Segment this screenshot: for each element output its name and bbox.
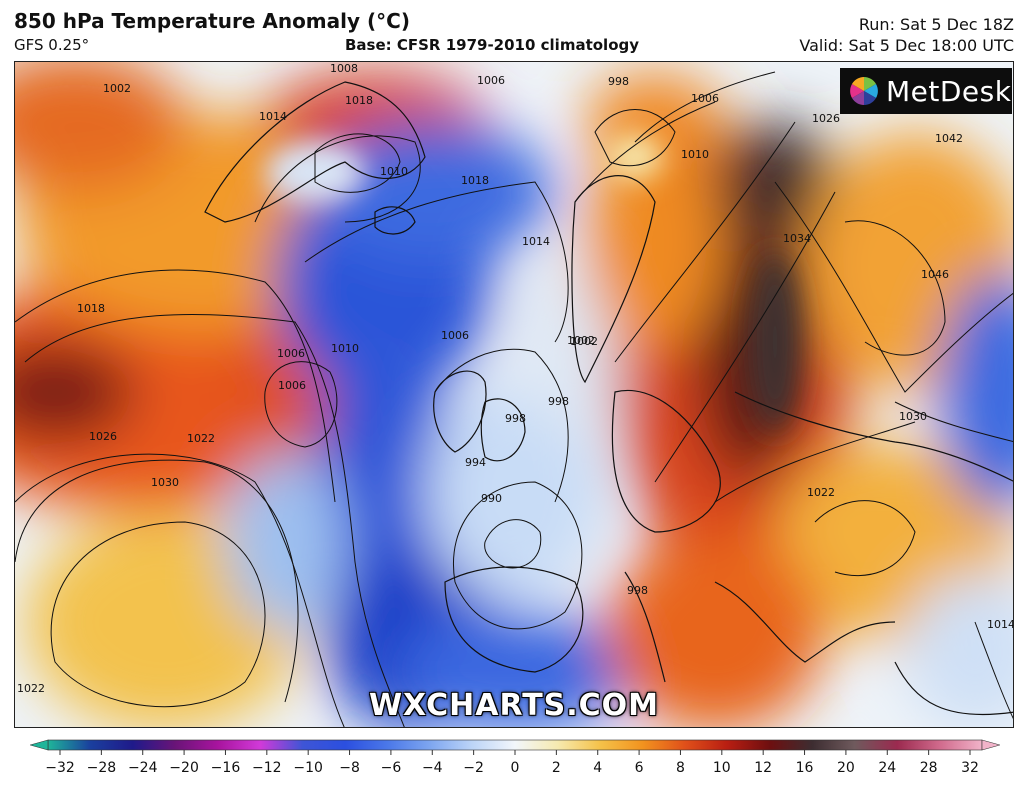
isobar-label: 1030 [151,476,179,489]
colorbar-tick-label: 16 [795,760,814,776]
isobar-label: 1018 [461,174,489,187]
isobar-label: 1010 [681,148,709,161]
colorbar-tick-label: −6 [380,760,402,776]
temperature-anomaly-map[interactable]: 1002 1008 1018 1006 1014 1010 1018 1014 … [14,61,1014,728]
isobar-label: 998 [505,412,526,425]
colorbar-tick-label: 4 [593,760,603,776]
chart-title: 850 hPa Temperature Anomaly (°C) [14,9,410,33]
colorbar-tick-label: 20 [836,760,855,776]
isobar-labels: 1002 1008 1018 1006 1014 1010 1018 1014 … [17,62,1014,695]
isobar-label: 998 [627,584,648,597]
isobar-label: 1022 [807,486,835,499]
run-time-label: Run: Sat 5 Dec 18Z [858,15,1014,34]
isobar-label: 1008 [330,62,358,75]
isobar-label: 1026 [812,112,840,125]
colorbar-tick-label: −20 [169,760,199,776]
isobar-label: 1002 [103,82,131,95]
isobar-label: 1014 [522,235,550,248]
colorbar-tick-label: −16 [210,760,241,776]
isobar-label: 1006 [441,329,469,342]
isobar-label: 1042 [935,132,963,145]
isobar-label: 998 [608,75,629,88]
colorbar-tick-label: −8 [339,760,360,776]
isobar-label: 1022 [17,682,45,695]
isobar-label: 1006 [278,379,306,392]
colorbar-max-arrow [981,739,1002,751]
isobar-label: 1022 [187,432,215,445]
isobar-label: 1046 [921,268,949,281]
isobar-label: 1002 [570,335,598,348]
colorbar: −32 −28 −24 −20 −16 −12 −10 −8 −6 −4 −2 0 2 4 6 8 10 12 16… [28,738,1002,786]
colorbar-tick-label: 0 [510,760,520,776]
colorbar-tick-label: 2 [551,760,561,776]
isobar-label: 1010 [380,165,408,178]
colorbar-tick-label: −32 [45,760,75,776]
colorbar-tick-label: −10 [293,760,323,776]
colorbar-min-arrow [28,739,49,751]
isobar-label: 1014 [987,618,1014,631]
climatology-base-label: Base: CFSR 1979-2010 climatology [345,36,640,54]
isobar-label: 1002 [567,334,595,347]
colorbar-tick-label: −24 [127,760,158,776]
colorbar-tick-label: −12 [252,760,282,776]
colorbar-tick-label: −28 [86,760,117,776]
isobar-label: 1006 [277,347,305,360]
isobar-label: 998 [548,395,569,408]
colorbar-gradient [28,739,1002,755]
isobar-label: 994 [465,456,486,469]
colorbar-tick-label: 6 [634,760,644,776]
coastlines [204,81,1013,716]
isobar-label: 990 [481,492,502,505]
isobar-label: 1034 [783,232,811,245]
colorbar-tick-label: 10 [712,760,731,776]
isobar-label: 1006 [691,92,719,105]
map-canvas: 1002 1008 1018 1006 1014 1010 1018 1014 … [15,62,1014,727]
colorbar-tick-label: 8 [675,760,685,776]
colorbar-tick-label: 32 [961,760,979,776]
isobar-lines [15,71,1013,727]
isobar-label: 1026 [89,430,117,443]
colorbar-tick-label: −2 [463,760,484,776]
metdesk-logo: MetDesk [840,68,1012,114]
isobar-label: 1006 [477,74,505,87]
colorbar-tick-label: 28 [919,760,938,776]
model-label: GFS 0.25° [14,36,90,54]
colorbar-tick-label: −4 [421,760,443,776]
isobar-label: 1018 [345,94,373,107]
colorbar-tick-label: 12 [754,760,773,776]
colorbar-tick-label: 24 [878,760,897,776]
isobar-label: 1014 [259,110,287,123]
logo-text: MetDesk [886,74,1012,108]
colorbar-band [47,739,983,751]
isobar-label: 1030 [899,410,927,423]
valid-time-label: Valid: Sat 5 Dec 18:00 UTC [799,36,1014,55]
isobar-label: 1018 [77,302,105,315]
metdesk-pinwheel-icon [850,77,878,105]
isobar-label: 1010 [331,342,359,355]
watermark: WXCHARTS.COM [368,688,660,723]
